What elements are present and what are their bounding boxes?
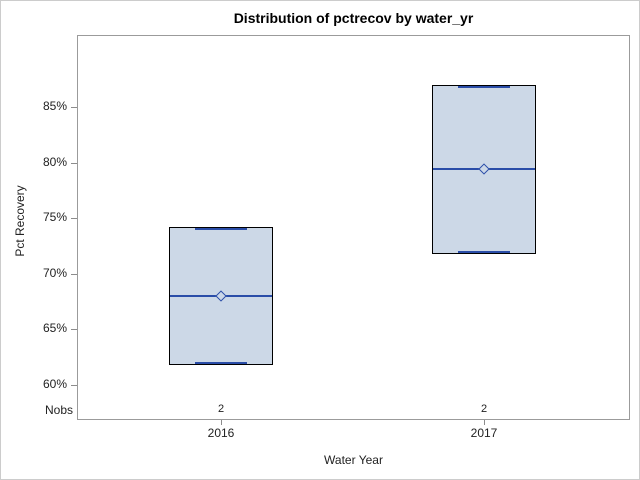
plot-area: [77, 35, 630, 420]
y-tick-mark: [71, 273, 77, 275]
whisker-cap-top: [195, 227, 247, 230]
y-tick-label: 60%: [42, 376, 67, 391]
mean-marker-diamond-icon: [478, 163, 490, 175]
whisker-cap-top: [458, 85, 510, 88]
y-tick-label: 65%: [42, 321, 67, 336]
nobs-value: 2: [480, 403, 488, 415]
y-tick-mark: [71, 329, 77, 331]
x-tick-label: 2017: [470, 426, 498, 440]
y-tick-label: 70%: [42, 265, 67, 280]
y-tick-label: 85%: [42, 99, 67, 114]
x-tick-label: 2016: [207, 426, 235, 440]
y-tick-mark: [71, 384, 77, 386]
y-tick-mark: [71, 107, 77, 109]
mean-marker-diamond-icon: [215, 290, 227, 302]
y-tick-label: 80%: [42, 154, 67, 169]
y-tick-mark: [71, 162, 77, 164]
nobs-row-label: Nobs: [44, 403, 73, 417]
nobs-value: 2: [217, 403, 225, 415]
y-axis-title: Pct Recovery: [13, 185, 27, 257]
x-tick-mark: [484, 420, 485, 425]
box-2017: [432, 84, 536, 254]
whisker-cap-bottom: [458, 250, 510, 253]
x-axis-title: Water Year: [324, 453, 383, 467]
x-tick-mark: [221, 420, 222, 425]
y-tick-mark: [71, 218, 77, 220]
y-tick-label: 75%: [42, 210, 67, 225]
box-2016: [169, 226, 273, 365]
chart-title: Distribution of pctrecov by water_yr: [233, 10, 474, 26]
whisker-cap-bottom: [195, 361, 247, 364]
